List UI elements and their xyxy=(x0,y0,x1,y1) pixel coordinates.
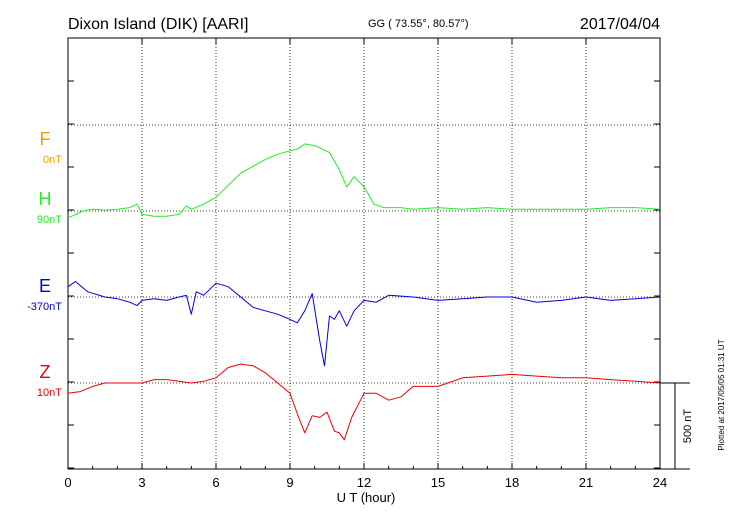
coordinates-label: GG ( 73.55°, 80.57°) xyxy=(368,18,469,30)
channel-baseline-f: 0nT xyxy=(43,154,62,166)
x-tick-label: 21 xyxy=(579,475,593,490)
chart-title: Dixon Island (DIK) [AARI] xyxy=(68,16,249,33)
channel-baseline-z: 10nT xyxy=(37,387,62,399)
channel-name-h: H xyxy=(39,189,52,209)
channel-name-e: E xyxy=(39,276,51,296)
channel-labels: F 0nT H 90nT E -370nT Z 10nT xyxy=(27,129,62,399)
scale-bar-label: 500 nT xyxy=(682,409,694,444)
x-axis-label: U T (hour) xyxy=(337,490,396,505)
x-tick-label: 24 xyxy=(653,475,667,490)
date-label: 2017/04/04 xyxy=(580,16,660,33)
x-tick-label: 0 xyxy=(64,475,71,490)
x-tick-label: 9 xyxy=(286,475,293,490)
channel-name-z: Z xyxy=(40,362,51,382)
grid-lines xyxy=(68,38,660,469)
x-tick-label: 3 xyxy=(138,475,145,490)
x-tick-label: 6 xyxy=(212,475,219,490)
series-lines xyxy=(67,143,661,441)
x-tick-label: 18 xyxy=(505,475,519,490)
channel-name-f: F xyxy=(40,129,51,149)
series-line-h xyxy=(67,143,661,219)
plotted-timestamp: Plotted at 2017/05/05 01:31 UT xyxy=(717,339,726,450)
channel-baseline-h: 90nT xyxy=(37,214,62,226)
channel-baseline-e: -370nT xyxy=(27,301,62,313)
x-tick-label: 15 xyxy=(431,475,445,490)
scale-bar: 500 nT xyxy=(660,382,694,470)
series-line-e xyxy=(67,281,661,367)
series-line-z xyxy=(67,363,661,441)
x-tick-label: 12 xyxy=(357,475,371,490)
axis-ticks: 0 3 6 9 12 15 18 21 24 xyxy=(64,38,667,490)
